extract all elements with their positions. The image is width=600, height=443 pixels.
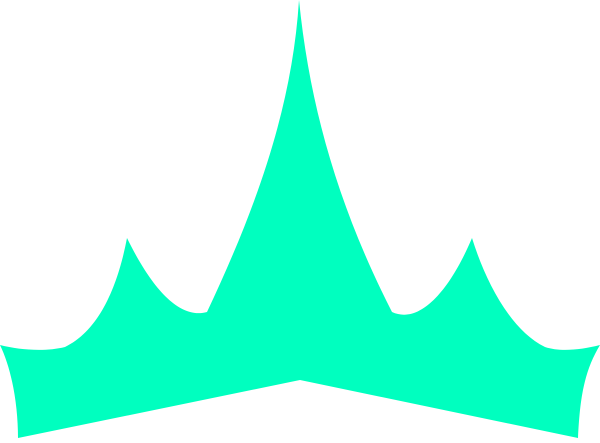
canvas: [0, 0, 600, 438]
crown-shape: [0, 0, 600, 438]
crown-spikes-icon: [0, 0, 600, 438]
